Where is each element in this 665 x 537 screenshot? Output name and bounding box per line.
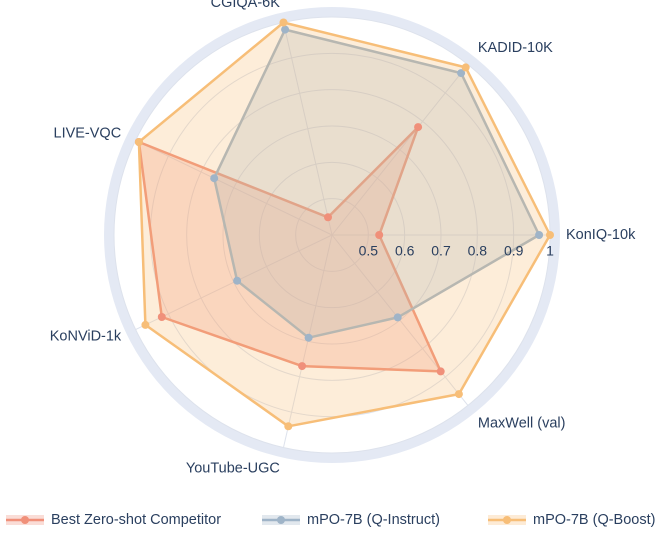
axis-label-youtube-ugc: YouTube-UGC [186,461,280,477]
series-area-mpo-7b-q-instruct [212,28,541,339]
point-mpo-7b-q-boost-cgiqa-6k [279,18,288,27]
radial-tick-labels: 0.5 0.6 0.7 0.8 0.9 1 [359,242,555,258]
point-mpo-7b-q-instruct-youtube-ugc [304,333,313,342]
tick-label-0-6: 0.6 [395,242,415,258]
legend-marker-mpo-7b-q-boost [503,516,511,524]
point-mpo-7b-q-boost-maxwell-val [454,390,463,399]
point-mpo-7b-q-boost-konvid-1k [141,320,150,329]
tick-label-0-9: 0.9 [504,242,524,258]
tick-label-1: 1 [546,242,554,258]
point-mpo-7b-q-instruct-konvid-1k [233,276,242,285]
spoke-live-vqc [135,139,333,236]
axis-label-maxwell-val: MaxWell (val) [478,415,566,431]
point-best-zero-shot-competitor-youtube-ugc [298,362,307,371]
point-mpo-7b-q-instruct-maxwell-val [393,313,402,322]
series-area-best-zero-shot-competitor [137,125,442,373]
point-mpo-7b-q-instruct-kadid-10k [457,69,466,78]
point-best-zero-shot-competitor-cgiqa-6k [324,213,332,222]
tick-label-0-5: 0.5 [359,242,379,258]
point-best-zero-shot-competitor-kadid-10k [414,123,423,132]
axis-label-live-vqc: LIVE-VQC [54,125,122,141]
axis-labels: KonIQ-10k KADID-10K CGIQA-6K LIVE-VQC KoNViD… [50,0,636,477]
spoke-kadid-10k [331,64,469,236]
legend-marker-mpo-7b-q-instruct [277,516,285,524]
point-mpo-7b-q-boost-koniq-10k [546,231,554,239]
legend-marker-best-zero-shot-competitor [21,516,29,524]
spoke-cgiqa-6k [283,22,333,236]
legend-label-mpo-7b-q-instruct: mPO-7B (Q-Instruct) [307,512,440,528]
series-layer [134,18,554,431]
legend-label-mpo-7b-q-boost: mPO-7B (Q-Boost) [533,512,655,528]
point-mpo-7b-q-boost-live-vqc [134,138,143,146]
tick-label-0-7: 0.7 [431,242,451,258]
series-area-mpo-7b-q-boost [137,21,552,428]
axis-label-koniq-10k: KonIQ-10k [566,227,636,243]
point-best-zero-shot-competitor-konvid-1k [157,313,166,321]
legend-label-best-zero-shot-competitor: Best Zero-shot Competitor [51,512,221,528]
point-mpo-7b-q-instruct-koniq-10k [535,231,544,239]
point-best-zero-shot-competitor-koniq-10k [375,231,384,239]
axis-label-konvid-1k: KoNViD-1k [50,328,122,344]
point-mpo-7b-q-boost-youtube-ugc [284,422,293,431]
axis-label-kadid-10k: KADID-10K [478,40,553,56]
radial-grid [113,16,551,454]
tick-label-0-8: 0.8 [468,242,488,258]
legend: Best Zero-shot Competitor mPO-7B (Q-Instr… [6,512,655,528]
point-mpo-7b-q-boost-kadid-10k [461,63,470,72]
point-best-zero-shot-competitor-maxwell-val [436,367,445,376]
axis-label-cgiqa-6k: CGIQA-6K [211,0,281,11]
point-mpo-7b-q-instruct-live-vqc [210,174,219,183]
point-mpo-7b-q-instruct-cgiqa-6k [281,25,290,34]
